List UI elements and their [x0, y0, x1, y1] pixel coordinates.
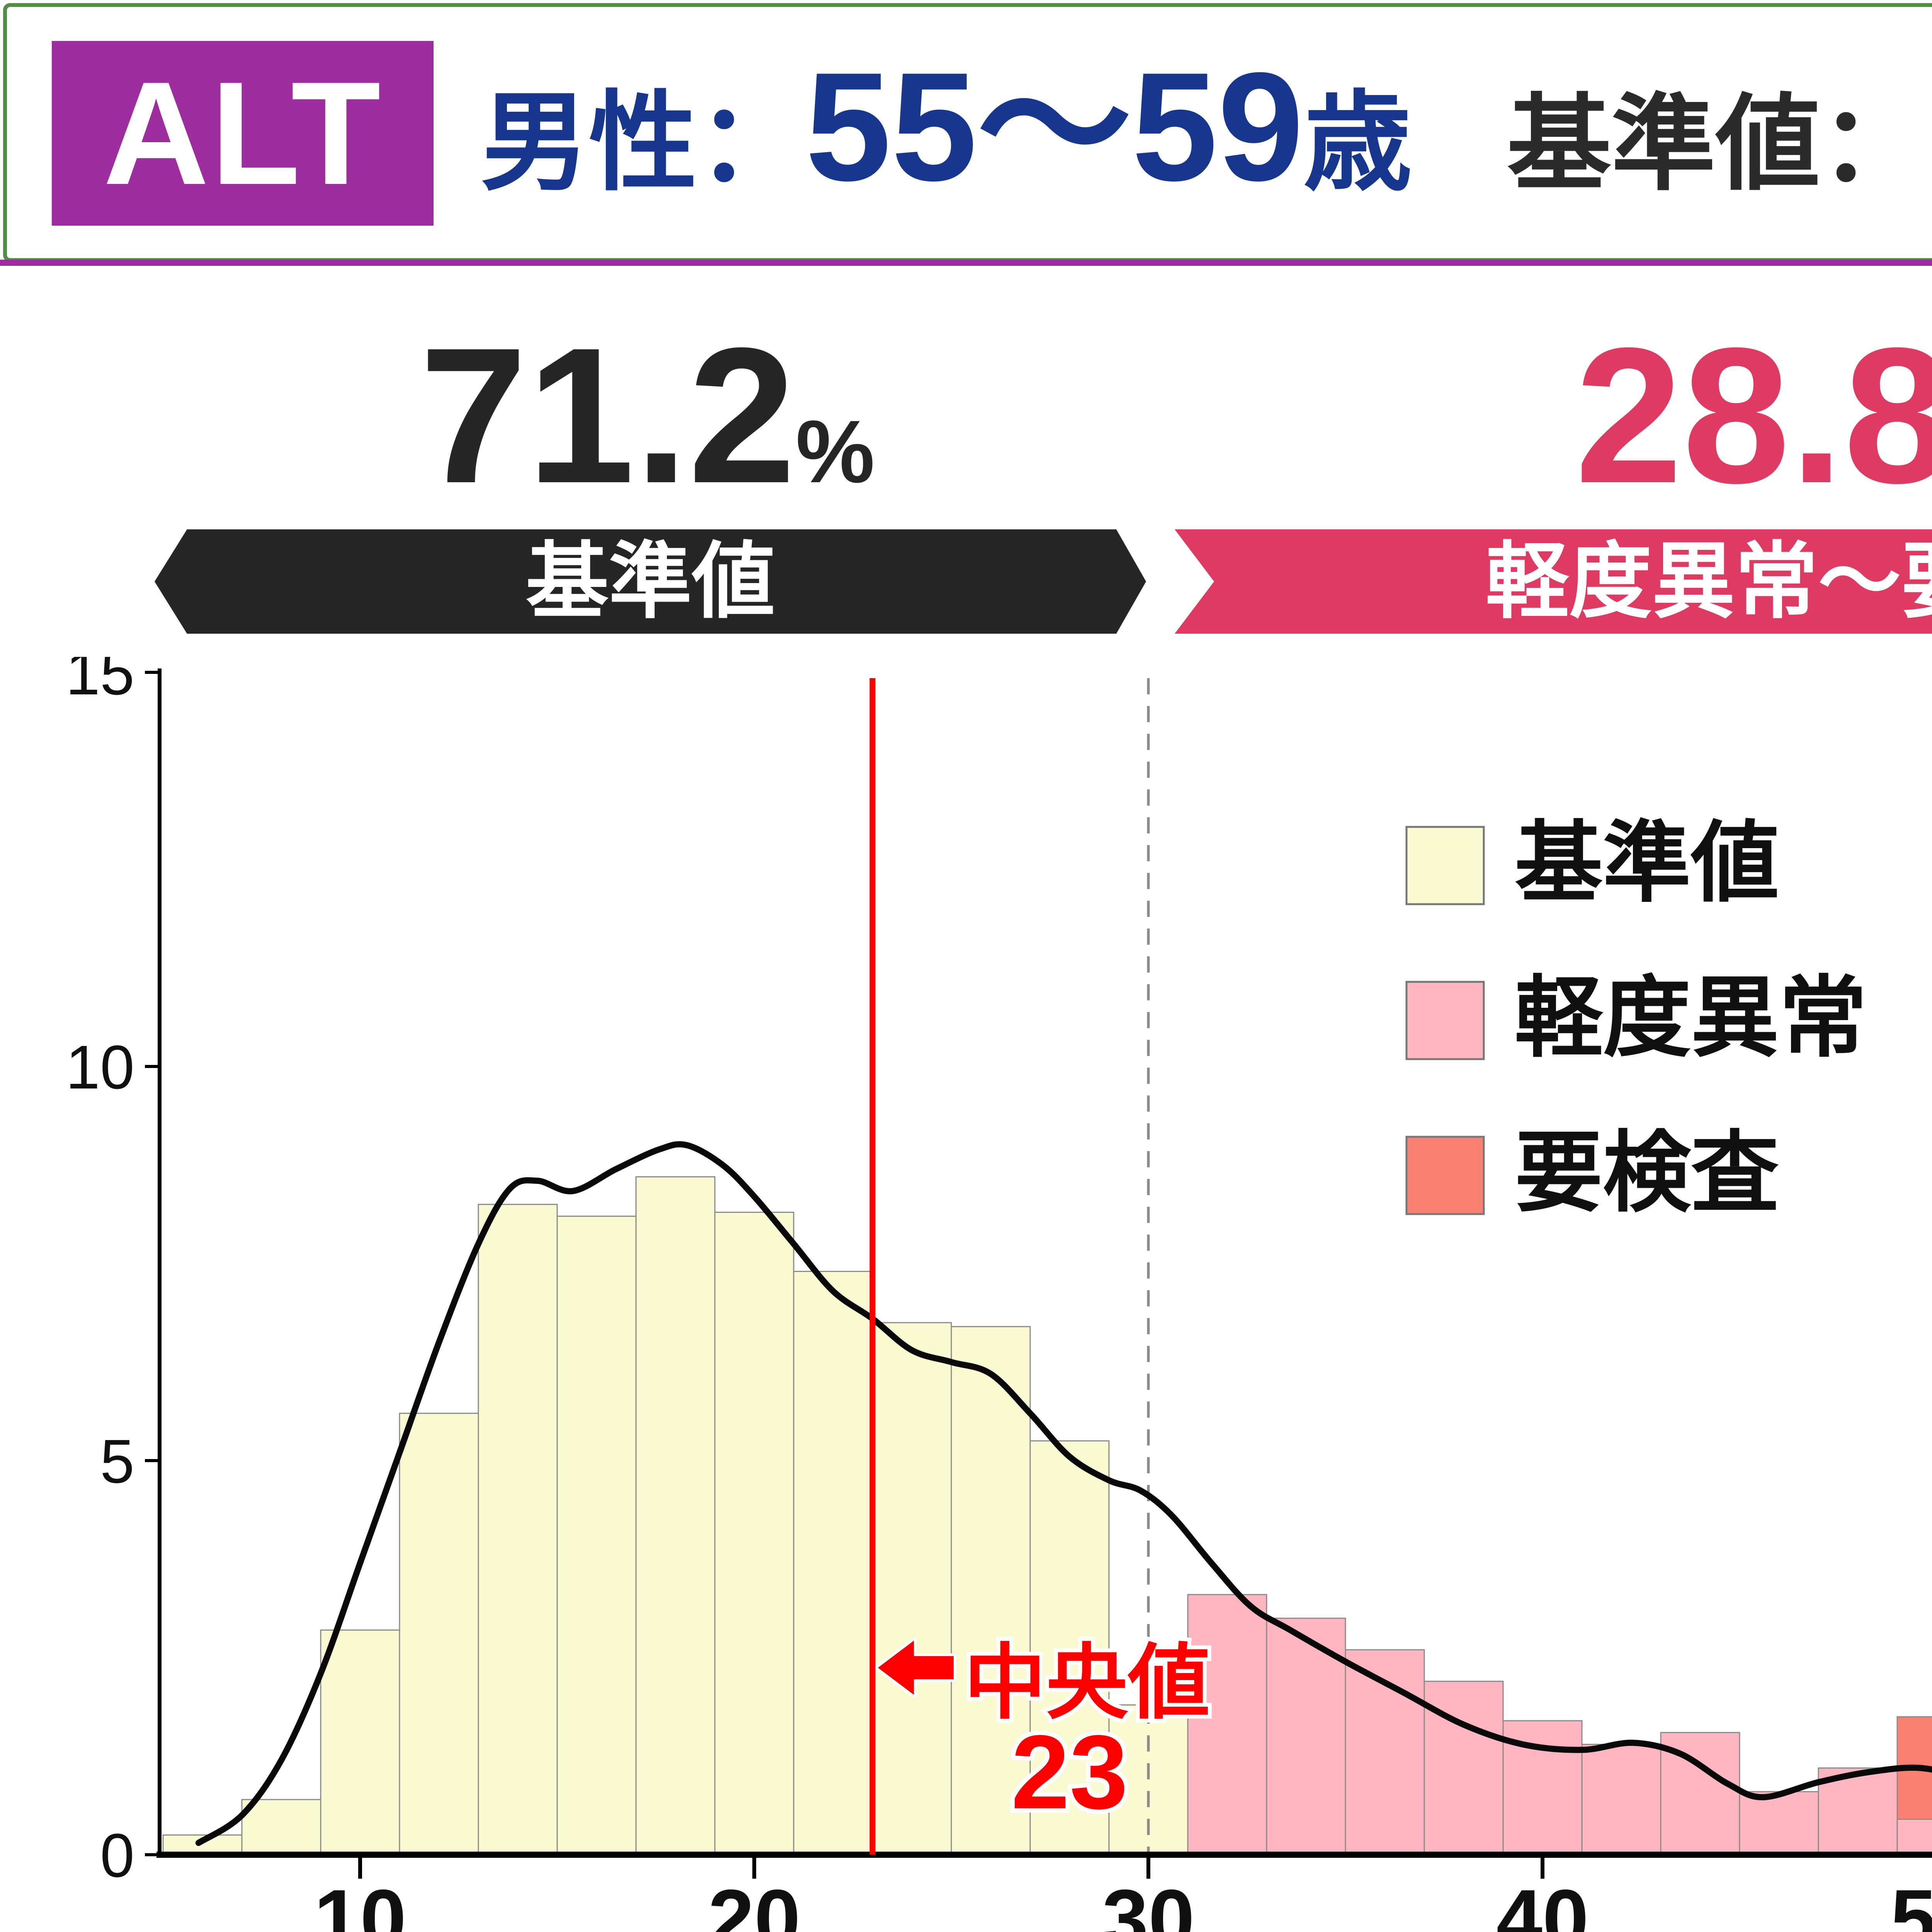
histogram-bar-base [793, 1270, 873, 1855]
subject-age-range: 55～59 [805, 40, 1304, 213]
normal-band-ribbon: 基準値 [155, 529, 1146, 634]
y-tick-label: 10 [66, 1032, 134, 1102]
y-tick-label: 15 [66, 657, 134, 707]
histogram-chart: 051015102030405060中央値23基準値軽度異常要検査 [66, 657, 1932, 1932]
x-tick-label: 20 [708, 1872, 800, 1932]
legend-label-exam: 要検査 [1515, 1124, 1779, 1222]
x-tick-label: 50 [1890, 1872, 1932, 1932]
x-tick-label: 10 [314, 1872, 406, 1932]
median-arrow-icon [875, 1638, 956, 1697]
histogram-bar-mild [1818, 1767, 1898, 1855]
histogram-bar-mild [1581, 1743, 1662, 1855]
normal-percentage: 71.2% [145, 319, 1150, 512]
legend-label-mild: 軽度異常 [1515, 969, 1867, 1067]
kde-curve [195, 1141, 1932, 1846]
percent-sign: % [796, 402, 875, 501]
histogram-bar-base [478, 1204, 558, 1855]
subject-line: 男性：55～59歳 [481, 49, 1412, 204]
histogram-bar-base [872, 1322, 952, 1855]
legend-swatch-mild [1405, 981, 1485, 1060]
test-name-badge: ALT [52, 41, 434, 226]
x-tick-label: 40 [1496, 1872, 1588, 1932]
abnormal-percentage-value: 28.8 [1575, 307, 1932, 523]
legend-swatch-base [1405, 826, 1485, 905]
histogram-bar-mild [1266, 1617, 1346, 1855]
x-tick-label: 30 [1102, 1872, 1194, 1932]
reference-label: 基準値： [1507, 86, 1924, 202]
subject-prefix: 男性： [481, 83, 805, 203]
subject-suffix: 歳 [1303, 83, 1412, 203]
histogram-bar-base [714, 1211, 794, 1855]
median-value-label: 23 [1011, 1713, 1128, 1831]
abnormal-band-ribbon: 軽度異常～要検査 [1175, 529, 1932, 634]
normal-percentage-value: 71.2 [420, 307, 796, 523]
histogram-bar-base [399, 1413, 479, 1855]
y-tick-label: 5 [100, 1427, 134, 1496]
reference-value: 30 [1924, 40, 1932, 213]
histogram-bar-mild [1187, 1594, 1267, 1855]
histogram-bar-mild [1739, 1791, 1819, 1855]
legend-label-base: 基準値 [1515, 814, 1779, 912]
histogram-bar-mild [1896, 1818, 1932, 1855]
median-label: 中央値 [964, 1637, 1210, 1728]
histogram-bar-base [635, 1176, 716, 1855]
histogram-bar-base [241, 1799, 321, 1855]
histogram-bar-base [320, 1629, 400, 1855]
legend-swatch-exam [1405, 1136, 1485, 1215]
purple-divider [0, 260, 1932, 266]
histogram-bar-base [556, 1216, 637, 1855]
histogram-bar-base [1029, 1440, 1110, 1855]
reference-line: 基準値：30U/L以下 [1507, 49, 1932, 204]
y-tick-label: 0 [100, 1821, 134, 1890]
abnormal-percentage: 28.8% [1300, 319, 1932, 512]
